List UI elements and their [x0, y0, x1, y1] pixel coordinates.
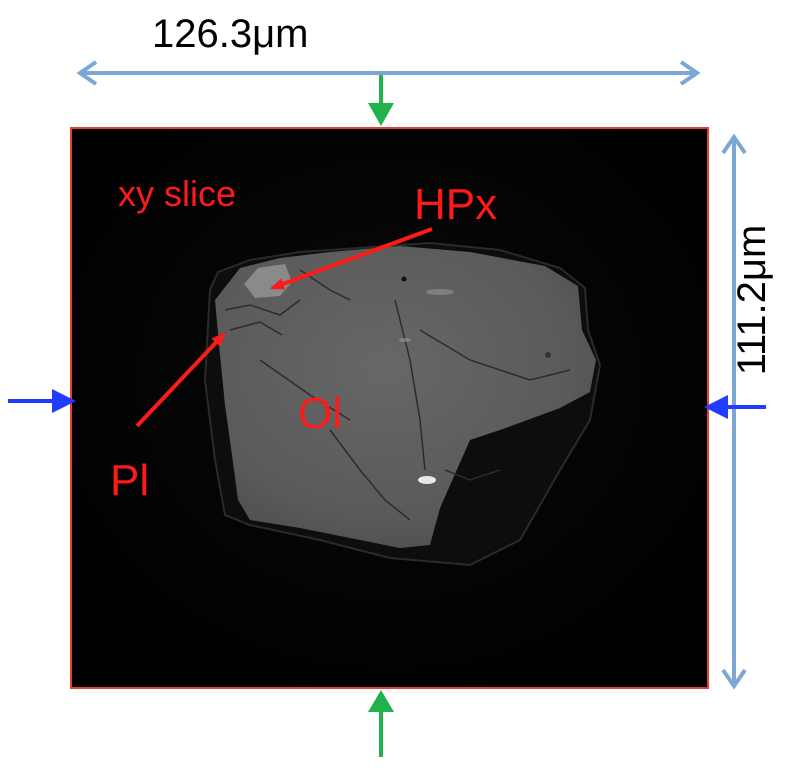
- pl-pointer-arrow: [135, 332, 226, 428]
- ol-label: Ol: [298, 389, 342, 438]
- bottom-slice-marker-arrow: [368, 690, 394, 757]
- xy-slice-image: [70, 127, 709, 689]
- top-slice-marker-arrow: [368, 75, 394, 126]
- hpx-label: HPx: [414, 180, 498, 229]
- pl-label: Pl: [110, 456, 150, 505]
- right-slice-marker-arrow: [704, 395, 766, 419]
- hpx-pointer-arrow: [270, 227, 433, 290]
- height-dimension-label: 111.2μm: [730, 224, 774, 376]
- height-dimension-arrow: [721, 133, 747, 690]
- left-slice-marker-arrow: [8, 389, 76, 413]
- width-dimension-label: 126.3μm: [152, 12, 309, 56]
- width-dimension-arrow: [76, 60, 701, 86]
- slice-label: xy slice: [118, 173, 237, 214]
- crack-lines: [224, 269, 571, 521]
